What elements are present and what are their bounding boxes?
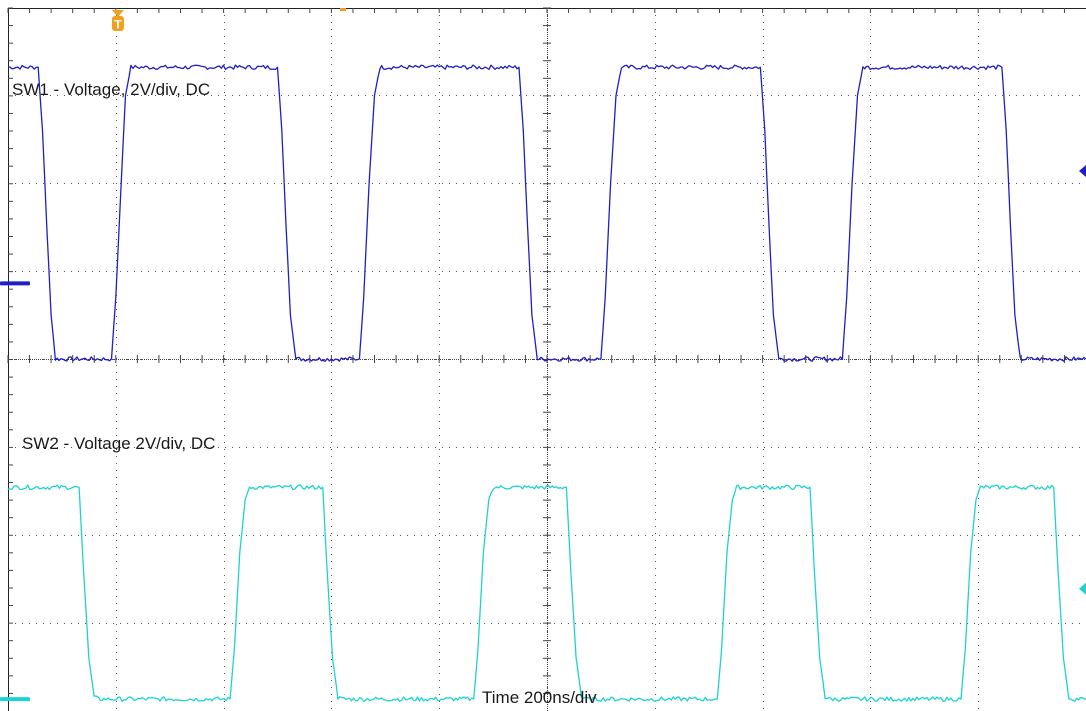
- trigger-badge-icon: [111, 16, 124, 31]
- ch2-label: SW2 - Voltage 2V/div, DC: [22, 434, 215, 453]
- ch1-label: SW1 - Voltage, 2V/div, DC: [12, 80, 210, 99]
- ground-marker-ch1: [0, 281, 30, 286]
- trace-ch2: [7, 484, 1086, 702]
- level-arrow-ch1: [1079, 164, 1086, 177]
- channel-markers: T: [0, 8, 1086, 702]
- ground-marker-ch2: [0, 697, 30, 702]
- timebase-label: Time 200ns/div: [482, 688, 597, 707]
- trigger-label: T: [114, 18, 122, 32]
- level-arrow-ch2: [1079, 582, 1086, 595]
- trigger-arrow-icon: [111, 10, 124, 17]
- waveform-traces: [7, 64, 1086, 702]
- trigger-position-tick: [340, 8, 346, 11]
- trace-ch1: [7, 64, 1086, 362]
